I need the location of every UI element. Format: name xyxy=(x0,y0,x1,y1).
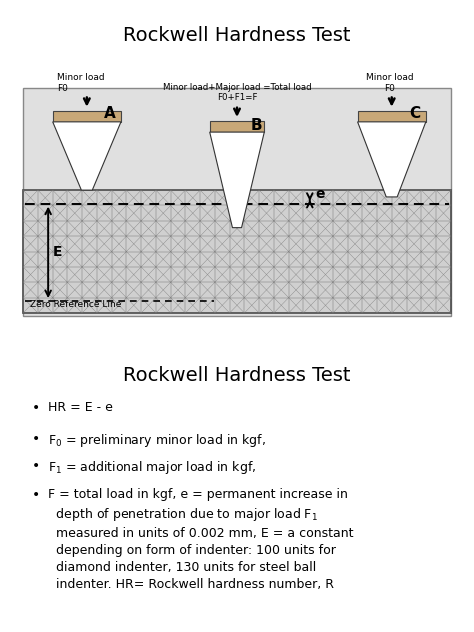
Text: F$_0$ = preliminary minor load in kgf,: F$_0$ = preliminary minor load in kgf, xyxy=(48,432,266,449)
Text: B: B xyxy=(251,118,262,133)
Text: A: A xyxy=(104,106,116,121)
Text: C: C xyxy=(409,106,420,121)
Text: Minor load+Major load =Total load
F0+F1=F: Minor load+Major load =Total load F0+F1=… xyxy=(163,83,311,102)
Text: Minor load
F0: Minor load F0 xyxy=(365,73,413,93)
Text: e: e xyxy=(315,187,325,201)
Polygon shape xyxy=(53,122,121,190)
Text: •: • xyxy=(32,432,40,446)
Text: F$_1$ = additional major load in kgf,: F$_1$ = additional major load in kgf, xyxy=(48,459,256,477)
Text: Minor load
F0: Minor load F0 xyxy=(57,73,105,93)
Text: E: E xyxy=(53,245,62,259)
Bar xyxy=(23,190,451,313)
Text: F = total load in kgf, e = permanent increase in
  depth of penetration due to m: F = total load in kgf, e = permanent inc… xyxy=(48,488,354,591)
Polygon shape xyxy=(210,132,264,228)
Bar xyxy=(53,111,121,122)
Bar xyxy=(23,88,451,317)
Text: HR = E - e: HR = E - e xyxy=(48,401,113,414)
Text: •: • xyxy=(32,488,40,502)
Text: •: • xyxy=(32,459,40,473)
Text: Rockwell Hardness Test: Rockwell Hardness Test xyxy=(123,366,351,385)
Bar xyxy=(357,111,426,122)
Text: Rockwell Hardness Test: Rockwell Hardness Test xyxy=(123,27,351,46)
Text: •: • xyxy=(32,401,40,415)
Text: Zero Reference Line: Zero Reference Line xyxy=(30,300,121,309)
Polygon shape xyxy=(357,122,426,197)
Bar xyxy=(210,121,264,132)
